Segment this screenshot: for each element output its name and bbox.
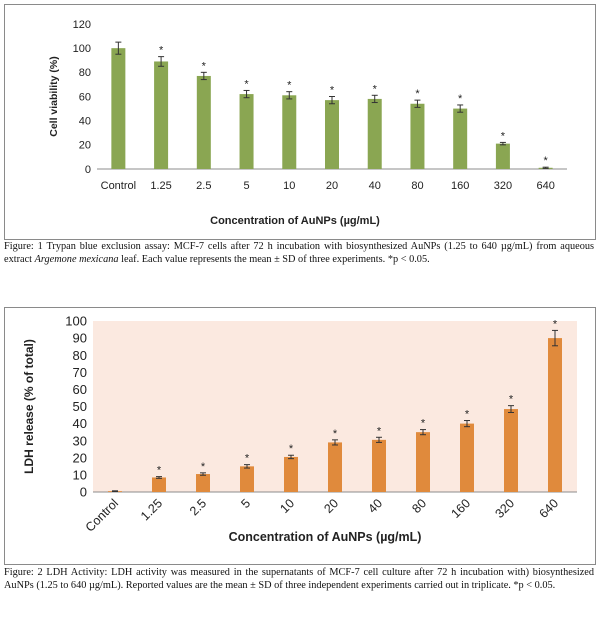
bar [239,94,254,169]
bar [196,474,210,492]
y-tick-label: 50 [73,399,87,414]
bar [111,48,126,169]
significance-marker: * [202,60,207,72]
y-tick-label: 0 [80,485,87,500]
y-tick-label: 100 [73,43,91,55]
significance-marker: * [244,78,249,90]
x-tick-label: 320 [494,180,512,192]
y-tick-label: 70 [73,365,87,380]
bar [504,409,518,492]
y-tick-label: 60 [79,91,91,103]
y-tick-label: 40 [79,116,91,128]
significance-marker: * [421,418,426,430]
significance-marker: * [330,85,335,97]
x-tick-label: 10 [283,180,295,192]
x-axis-label: Concentration of AuNPs (µg/mL) [210,215,380,227]
bar [325,100,339,169]
significance-marker: * [289,443,294,455]
significance-marker: * [553,318,558,330]
figure-1-panel: 0 20 40 60 80 100 120 Control * 1.25 * 2.5 * 5 * 10 * 20 *… [4,4,596,240]
x-tick-label: 5 [243,180,249,192]
x-tick-label: 160 [448,496,473,521]
x-tick-label: 10 [277,496,297,516]
cell-viability-chart: 0 20 40 60 80 100 120 Control * 1.25 * 2.5 * 5 * 10 * 20 *… [48,19,567,227]
y-tick-label: 10 [73,467,87,482]
significance-marker: * [501,130,506,142]
significance-marker: * [201,461,206,473]
y-axis-label: LDH release (% of total) [22,339,36,474]
significance-marker: * [415,88,420,100]
bar [367,98,382,169]
figure-2-caption: Figure: 2 LDH Activity: LDH activity was… [4,567,594,592]
x-tick-label: 40 [369,180,381,192]
figure-2-panel: 0 10 20 30 40 50 60 70 80 90 100 Control * 1.25 * 2.5 * 5… [4,307,596,565]
significance-marker: * [333,428,338,440]
y-tick-label: 90 [73,331,87,346]
bar [410,103,425,169]
figure-1-caption-species: Argemone mexicana [34,253,119,265]
bar [282,95,297,169]
x-tick-label: 20 [321,496,341,516]
x-axis-label: Concentration of AuNPs (µg/mL) [229,530,422,544]
bar [284,456,298,492]
ldh-release-chart: 0 10 20 30 40 50 60 70 80 90 100 Control * 1.25 * 2.5 * 5… [22,314,577,544]
x-tick-label: 2.5 [196,180,211,192]
significance-marker: * [377,425,382,437]
y-tick-label: 0 [85,164,91,176]
y-axis-label: Cell viability (%) [48,56,60,137]
x-tick-label: 80 [409,496,429,516]
bar [416,432,430,492]
bar [453,108,468,169]
x-tick-label: Control [101,180,136,192]
x-tick-label: 1.25 [150,180,171,192]
bar [495,143,510,169]
y-tick-label: 30 [73,433,87,448]
significance-marker: * [509,394,514,406]
bar [460,423,474,492]
bar [240,466,254,492]
x-tick-label: 1.25 [138,496,165,523]
significance-marker: * [543,155,548,167]
x-tick-label: 80 [411,180,423,192]
y-tick-label: 80 [79,67,91,79]
bar [328,442,342,492]
bar [154,61,169,170]
y-tick-label: 80 [73,348,87,363]
figure-1-caption: Figure: 1 Trypan blue exclusion assay: M… [4,241,594,266]
y-tick-label: 120 [73,19,91,31]
bar [548,338,562,492]
significance-marker: * [465,409,470,421]
x-tick-label: 160 [451,180,469,192]
x-tick-label: 2.5 [187,496,209,518]
x-tick-label: 20 [326,180,338,192]
y-tick-label: 40 [73,416,87,431]
bar [196,75,211,169]
y-tick-label: 20 [73,450,87,465]
significance-marker: * [159,45,164,57]
x-tick-label: 640 [536,496,561,521]
y-tick-label: 60 [73,382,87,397]
x-tick-label: 320 [492,496,517,521]
y-tick-label: 20 [79,140,91,152]
significance-marker: * [157,465,162,477]
figure-1-caption-end: leaf. Each value represents the mean ± S… [118,253,430,265]
significance-marker: * [245,453,250,465]
x-tick-label: 5 [238,496,253,511]
significance-marker: * [458,93,463,105]
significance-marker: * [287,80,292,92]
bar [372,439,386,492]
y-tick-label: 100 [65,314,87,329]
significance-marker: * [373,83,378,95]
x-tick-label: 40 [365,496,385,516]
bar [152,477,166,492]
x-tick-label: Control [83,496,121,534]
figure-2-caption-text: Figure: 2 LDH Activity: LDH activity was… [4,567,594,591]
figure-1-caption-text: Figure: 1 Trypan blue exclusion assay: M… [4,241,594,265]
x-tick-label: 640 [536,180,554,192]
